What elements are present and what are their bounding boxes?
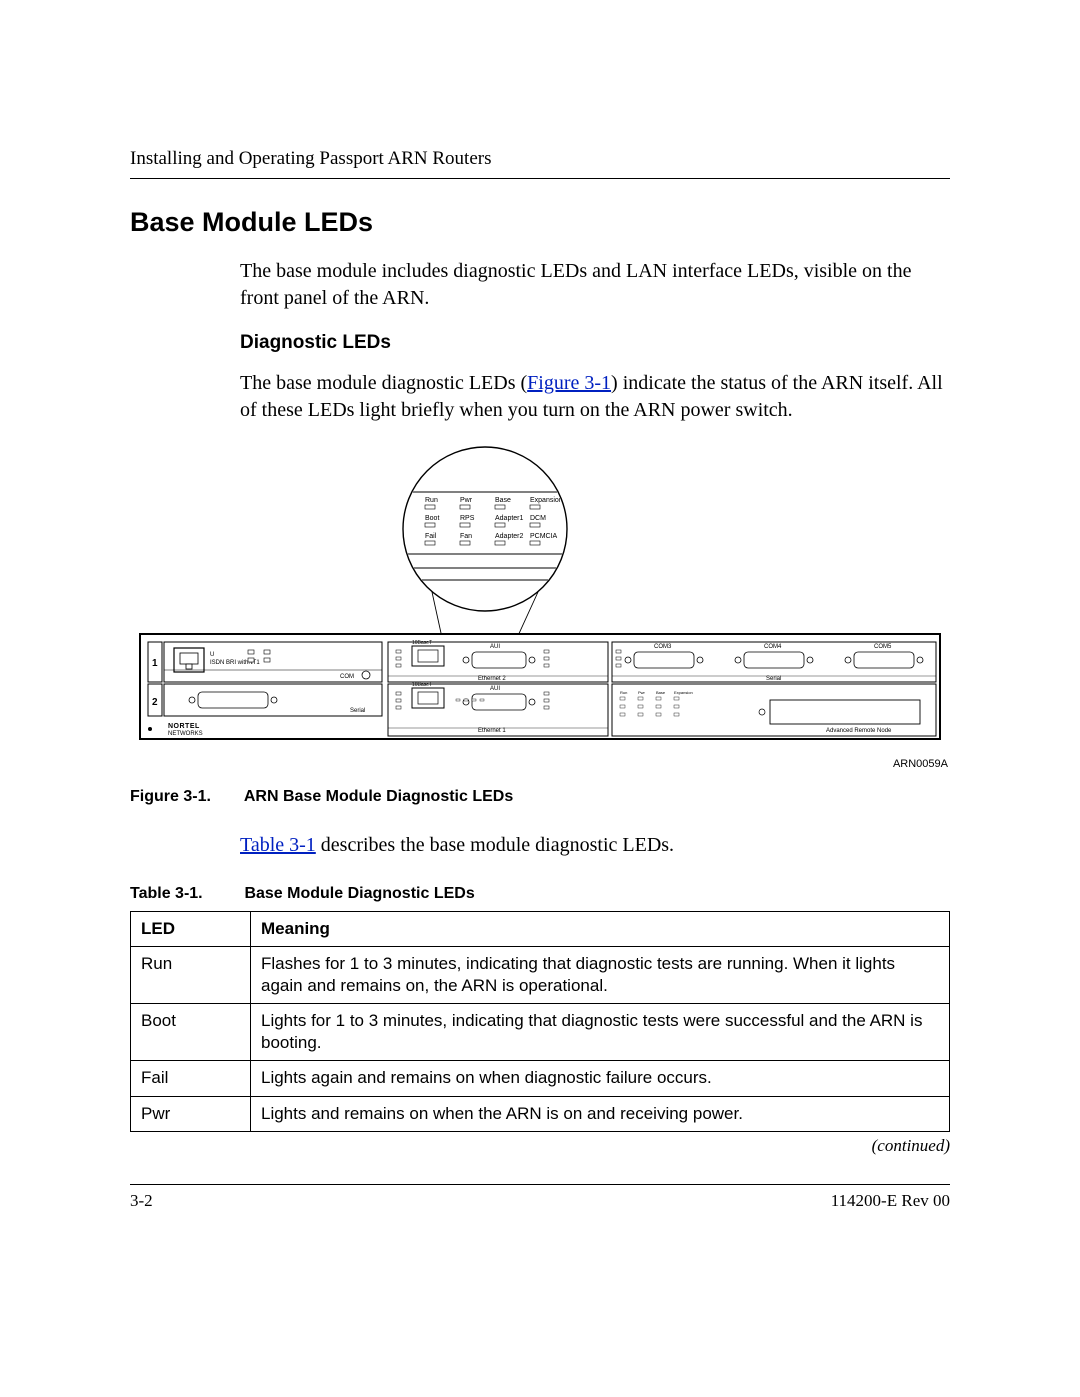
- svg-text:1: 1: [152, 658, 158, 669]
- svg-text:Ethernet 2: Ethernet 2: [478, 676, 506, 682]
- svg-text:AUI: AUI: [490, 686, 500, 692]
- col-meaning-header: Meaning: [251, 912, 950, 947]
- doc-revision: 114200-E Rev 00: [831, 1191, 950, 1211]
- svg-text:NETWORKS: NETWORKS: [168, 731, 203, 737]
- table-row: Run Flashes for 1 to 3 minutes, indicati…: [131, 947, 950, 1004]
- svg-text:Fail: Fail: [425, 533, 437, 540]
- svg-text:AUI: AUI: [490, 644, 500, 650]
- page: Installing and Operating Passport ARN Ro…: [0, 0, 1080, 1397]
- figure-label: Figure 3-1.: [130, 788, 240, 806]
- cell-meaning: Lights for 1 to 3 minutes, indicating th…: [251, 1004, 950, 1061]
- table-row: Boot Lights for 1 to 3 minutes, indicati…: [131, 1004, 950, 1061]
- svg-text:COM4: COM4: [764, 644, 782, 650]
- section-heading: Base Module LEDs: [130, 207, 950, 238]
- svg-text:U: U: [210, 652, 214, 658]
- svg-text:Base: Base: [495, 497, 511, 504]
- svg-text:PCMCIA: PCMCIA: [530, 533, 558, 540]
- svg-text:Serial: Serial: [766, 676, 781, 682]
- svg-text:Pwr: Pwr: [460, 497, 473, 504]
- table-label: Table 3-1.: [130, 885, 240, 903]
- svg-text:Adapter2: Adapter2: [495, 533, 524, 540]
- figure-title: ARN Base Module Diagnostic LEDs: [244, 788, 513, 805]
- p3-post: describes the base module diagnostic LED…: [316, 834, 674, 856]
- table-row: Fail Lights again and remains on when di…: [131, 1061, 950, 1096]
- svg-text:RPS: RPS: [460, 515, 475, 522]
- cell-meaning: Lights and remains on when the ARN is on…: [251, 1096, 950, 1131]
- subsection-heading: Diagnostic LEDs: [240, 332, 950, 354]
- svg-text:COM5: COM5: [874, 644, 892, 650]
- arn-diagram-svg: Run Pwr Base Expansion Boot RPS Adapter1…: [130, 444, 950, 754]
- svg-text:10BaseT: 10BaseT: [412, 682, 432, 688]
- svg-text:Pwr: Pwr: [638, 690, 646, 695]
- bottom-rule: [130, 1184, 950, 1185]
- svg-text:2: 2: [152, 697, 158, 708]
- svg-text:Base: Base: [656, 690, 666, 695]
- figure-caption: Figure 3-1. ARN Base Module Diagnostic L…: [130, 788, 950, 806]
- svg-text:Serial: Serial: [350, 708, 365, 714]
- table-header-row: LED Meaning: [131, 912, 950, 947]
- cell-meaning: Lights again and remains on when diagnos…: [251, 1061, 950, 1096]
- led-table: LED Meaning Run Flashes for 1 to 3 minut…: [130, 911, 950, 1132]
- cell-led: Fail: [131, 1061, 251, 1096]
- svg-text:Run: Run: [620, 690, 627, 695]
- page-number: 3-2: [130, 1191, 153, 1211]
- svg-text:Advanced Remote Node: Advanced Remote Node: [826, 728, 892, 734]
- figure-link[interactable]: Figure 3-1: [527, 372, 611, 394]
- page-footer: 3-2 114200-E Rev 00: [130, 1191, 950, 1211]
- table-row: Pwr Lights and remains on when the ARN i…: [131, 1096, 950, 1131]
- svg-text:COM: COM: [340, 674, 354, 680]
- svg-text:DCM: DCM: [530, 515, 546, 522]
- arn-chassis: 1 2 U ISDN BRI withNT1 COM: [140, 634, 940, 739]
- svg-text:10BaseT: 10BaseT: [412, 640, 432, 646]
- cell-led: Boot: [131, 1004, 251, 1061]
- table-title: Base Module Diagnostic LEDs: [244, 885, 474, 902]
- p2-pre: The base module diagnostic LEDs (: [240, 372, 527, 394]
- intro-paragraph: The base module includes diagnostic LEDs…: [240, 258, 950, 312]
- table-link[interactable]: Table 3-1: [240, 834, 316, 856]
- cell-led: Run: [131, 947, 251, 1004]
- col-led-header: LED: [131, 912, 251, 947]
- svg-text:Adapter1: Adapter1: [495, 515, 524, 522]
- svg-text:Expansion: Expansion: [530, 497, 563, 504]
- svg-text:Boot: Boot: [425, 515, 439, 522]
- table-caption: Table 3-1. Base Module Diagnostic LEDs: [130, 885, 950, 903]
- paragraph-2: The base module diagnostic LEDs (Figure …: [240, 370, 950, 424]
- cell-led: Pwr: [131, 1096, 251, 1131]
- figure-id-code: ARN0059A: [130, 758, 948, 770]
- svg-text:Fan: Fan: [460, 533, 472, 540]
- table-continued: (continued): [130, 1136, 950, 1156]
- top-rule: [130, 178, 950, 179]
- svg-text:COM3: COM3: [654, 644, 672, 650]
- svg-text:NORTEL: NORTEL: [168, 723, 200, 730]
- svg-text:Run: Run: [425, 497, 438, 504]
- running-header: Installing and Operating Passport ARN Ro…: [130, 148, 950, 170]
- figure-3-1: Run Pwr Base Expansion Boot RPS Adapter1…: [130, 444, 950, 770]
- paragraph-3: Table 3-1 describes the base module diag…: [240, 832, 950, 859]
- svg-text:Ethernet 1: Ethernet 1: [478, 728, 506, 734]
- cell-meaning: Flashes for 1 to 3 minutes, indicating t…: [251, 947, 950, 1004]
- svg-text:Expansion: Expansion: [674, 690, 693, 695]
